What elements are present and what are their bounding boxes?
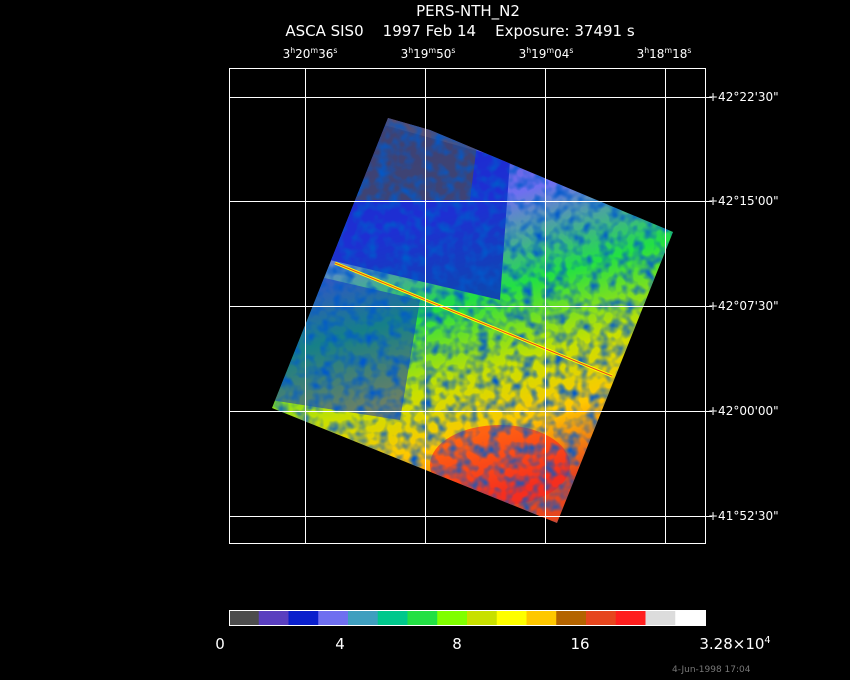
superscript: m — [310, 46, 318, 55]
superscript: m — [546, 46, 554, 55]
colorbar-swatch — [645, 611, 676, 625]
label-part: 3 — [283, 47, 291, 61]
subtitle: ASCA SIS0 1997 Feb 14 Exposure: 37491 s — [285, 22, 635, 40]
label-part: 4 — [335, 635, 345, 653]
label-part: 19 — [413, 47, 428, 61]
label-part: 0 — [215, 635, 225, 653]
ra-label: 3h19m50s — [401, 46, 456, 61]
colorbar-label: 16 — [570, 635, 589, 653]
dec-label: +42°15'00" — [708, 194, 779, 208]
label-part: 20 — [295, 47, 310, 61]
label-part: 3 — [637, 47, 645, 61]
label-part: 18 — [672, 47, 687, 61]
label-part: 18 — [649, 47, 664, 61]
superscript: h — [290, 46, 295, 55]
colorbar-swatch — [675, 611, 706, 625]
superscript: s — [333, 46, 337, 55]
colorbar-swatch — [437, 611, 468, 625]
label-part: 16 — [570, 635, 589, 653]
colorbar-swatch — [526, 611, 557, 625]
superscript: s — [569, 46, 573, 55]
ra-label: 3h19m04s — [519, 46, 574, 61]
coordinate-grid — [229, 68, 712, 544]
colorbar-swatch — [615, 611, 646, 625]
superscript: s — [451, 46, 455, 55]
label-part: 19 — [531, 47, 546, 61]
superscript: 4 — [764, 635, 770, 646]
colorbar-swatch — [288, 611, 319, 625]
colorbar-swatch — [377, 611, 408, 625]
superscript: h — [644, 46, 649, 55]
colorbar-swatch — [496, 611, 527, 625]
label-part: 3.28×10 — [699, 635, 764, 653]
label-part: 04 — [554, 47, 569, 61]
colorbar-label: 0 — [215, 635, 225, 653]
superscript: m — [664, 46, 672, 55]
colorbar-swatch — [318, 611, 349, 625]
superscript: h — [408, 46, 413, 55]
colorbar-swatch — [407, 611, 438, 625]
colorbar-label: 8 — [452, 635, 462, 653]
ra-label: 3h20m36s — [283, 46, 338, 61]
superscript: h — [526, 46, 531, 55]
title: PERS-NTH_N2 — [416, 2, 520, 21]
timestamp: 4-Jun-1998 17:04 — [672, 665, 751, 675]
colorbar-swatch — [229, 611, 260, 625]
colorbar-swatch — [586, 611, 617, 625]
label-part: 36 — [318, 47, 333, 61]
colorbar-swatch — [467, 611, 498, 625]
dec-label: +42°00'00" — [708, 404, 779, 418]
colorbar-swatch — [556, 611, 587, 625]
colorbar-swatch — [348, 611, 379, 625]
label-part: 3 — [401, 47, 409, 61]
dec-label: +42°07'30" — [708, 299, 779, 313]
label-part: 8 — [452, 635, 462, 653]
ra-label: 3h18m18s — [637, 46, 692, 61]
colorbar-label: 4 — [335, 635, 345, 653]
colorbar-frame — [229, 610, 706, 626]
image-seam — [334, 262, 613, 377]
colorbar-label: 3.28×104 — [699, 635, 770, 653]
colorbar-swatch — [258, 611, 289, 625]
label-part: 50 — [436, 47, 451, 61]
dec-label: +41°52'30" — [708, 509, 779, 523]
superscript: s — [687, 46, 691, 55]
superscript: m — [428, 46, 436, 55]
dec-label: +42°22'30" — [708, 90, 779, 104]
label-part: 3 — [519, 47, 527, 61]
